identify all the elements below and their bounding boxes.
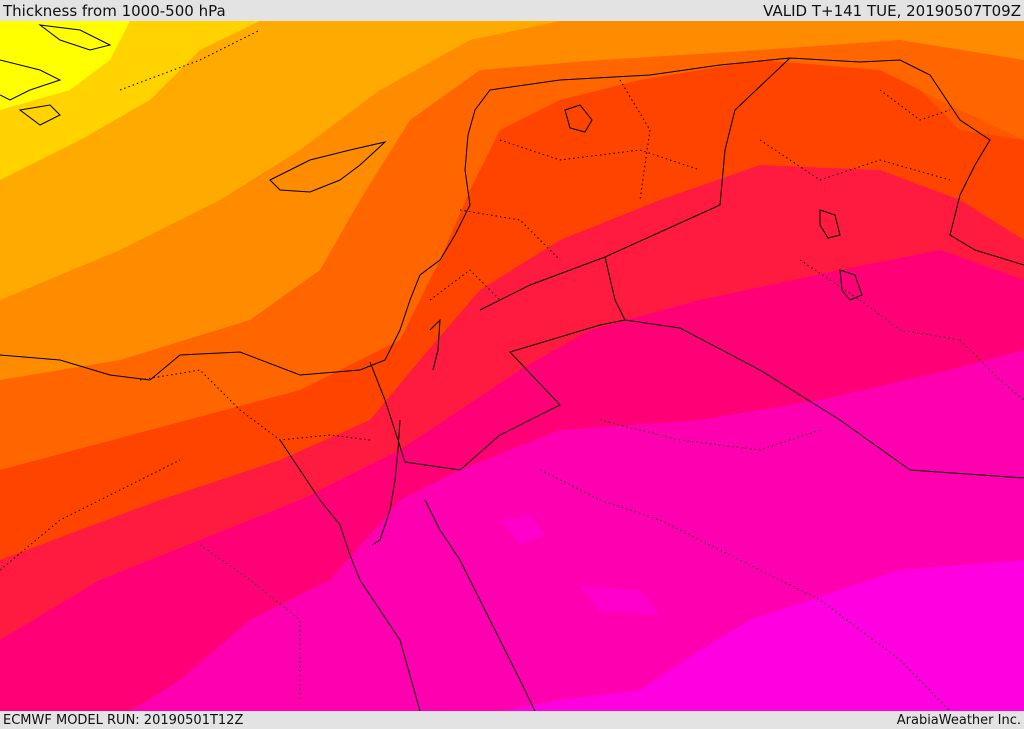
internal-boundary [599,419,821,451]
internal-boundary [429,269,501,301]
lake [839,269,863,301]
band-1 [0,21,130,110]
coastline [18,104,61,126]
coastline [269,141,387,193]
header-bar: Thickness from 1000-500 hPa VALID T+141 … [0,0,1024,21]
contour-patch [880,40,1024,140]
internal-boundary [759,139,951,181]
internal-boundary [499,139,701,171]
lake [564,104,593,133]
internal-boundary [959,339,1024,401]
thickness-color-bands [0,21,1024,711]
coastline [424,499,536,711]
internal-boundary [799,259,961,341]
internal-boundary [619,79,651,201]
internal-boundary [879,89,951,121]
valid-time: VALID T+141 TUE, 20190507T09Z [763,1,1021,20]
contour-patch [580,585,660,615]
contour-patch [500,515,545,545]
map-title: Thickness from 1000-500 hPa [3,1,226,20]
coastline [38,24,112,51]
model-run: ECMWF MODEL RUN: 20190501T12Z [3,712,244,728]
border [369,57,791,471]
inner-contour-patches [500,40,1024,615]
coastline [0,59,62,101]
border [479,256,606,311]
internal-boundary [119,29,261,91]
coastline [371,419,401,546]
credit-text: ArabiaWeather Inc. [896,712,1021,728]
thickness-map [0,21,1024,711]
coastline [0,57,1024,381]
coastline [429,318,441,371]
footer-bar: ECMWF MODEL RUN: 20190501T12Z ArabiaWeat… [0,711,1024,729]
internal-boundary [139,369,371,441]
lake [819,209,841,239]
coastline [279,439,421,711]
border [624,319,1024,479]
